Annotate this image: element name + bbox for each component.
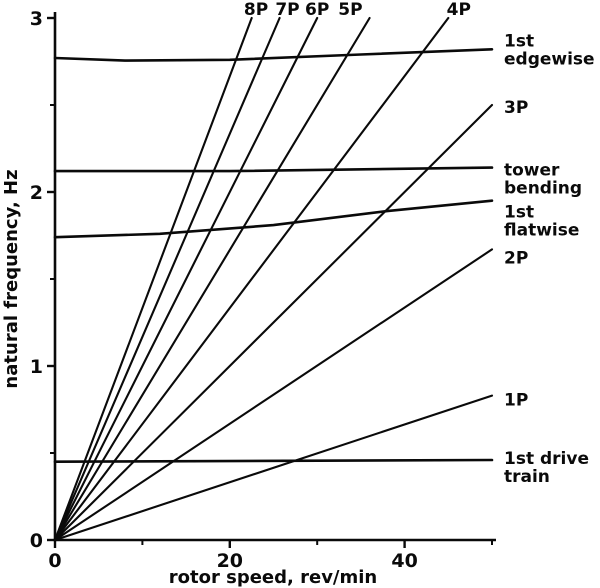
x-tick-label: 0: [48, 550, 61, 572]
series-label-4P: 4P: [447, 0, 471, 20]
series-label-8P: 8P: [244, 0, 268, 20]
series-label-3P-line0: 3P: [504, 98, 528, 118]
series-line-1st-drive-train: [53, 458, 494, 464]
series-label-1P-line0: 1P: [504, 391, 528, 411]
series-label-tower-bending-line0: tower: [504, 161, 560, 181]
series-label-2P-line0: 2P: [504, 248, 528, 268]
y-tick-label: 1: [30, 356, 43, 378]
series-label-6P: 6P: [305, 0, 329, 20]
series-label-5P: 5P: [338, 0, 362, 20]
series-label-1st-drive-train-line0: 1st drive: [504, 449, 589, 469]
series-line-6P: [53, 16, 319, 542]
series-label-1st-flatwise-line1: flatwise: [504, 221, 579, 241]
series-line-1P: [53, 394, 494, 542]
y-tick-label: 3: [30, 8, 43, 30]
series-label-1st-drive-train-line1: train: [504, 467, 550, 487]
y-tick-label: 2: [30, 182, 43, 204]
x-tick-label: 40: [391, 550, 417, 572]
series-line-7P: [53, 16, 281, 542]
y-tick-label: 0: [30, 530, 43, 552]
series-label-1st-edgewise-line1: edgewise: [504, 49, 595, 69]
series-label-7P: 7P: [275, 0, 299, 20]
y-axis-label: natural frequency, Hz: [1, 169, 22, 388]
series-line-tower-bending: [53, 166, 494, 173]
series-line-8P: [53, 16, 253, 542]
series-line-5P: [53, 16, 371, 542]
series-label-1st-flatwise-line0: 1st: [504, 203, 534, 223]
x-axis-label: rotor speed, rev/min: [169, 567, 378, 588]
series-line-4P: [53, 16, 450, 542]
series-line-2P: [53, 248, 494, 542]
series-line-1st-edgewise: [53, 47, 494, 62]
series-label-1st-edgewise-line0: 1st: [504, 31, 534, 51]
series-line-3P: [53, 103, 494, 542]
series-line-1st-flatwise: [53, 199, 494, 239]
series-label-tower-bending-line1: bending: [504, 179, 582, 199]
x-tick-label: 20: [217, 550, 243, 572]
